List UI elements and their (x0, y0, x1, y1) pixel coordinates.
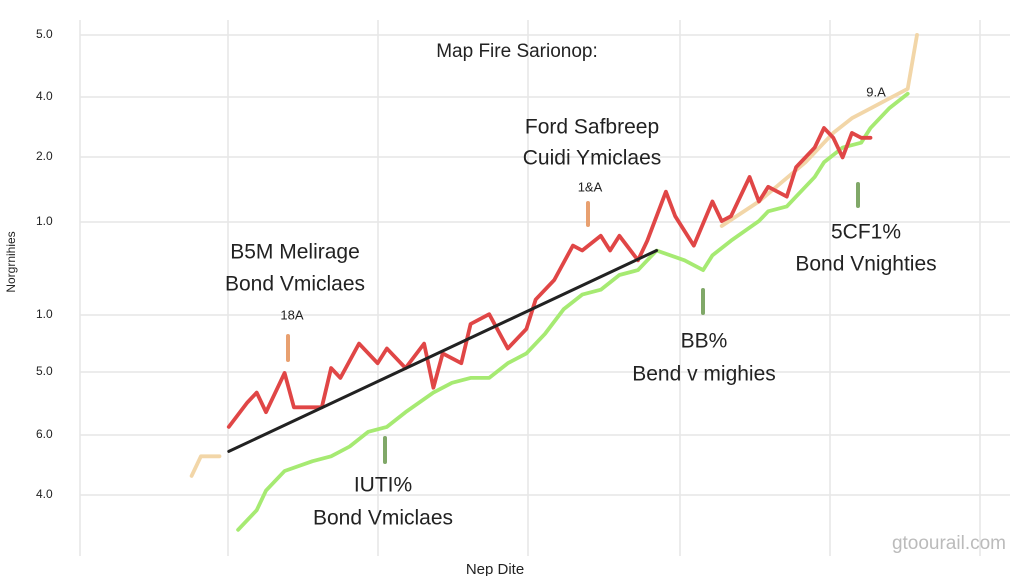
annotation: Ford Safbreep (525, 116, 659, 139)
annotation: Bond Vnighties (795, 253, 936, 276)
annotation: IUTI% (354, 474, 412, 497)
y-tick-label: 1.0 (36, 307, 53, 321)
chart-title: Map Fire Sarionop: (436, 41, 598, 62)
y-tick-label: 5.0 (36, 27, 53, 41)
annotation: B5M Melirage (230, 241, 360, 264)
annotation: 9.A (866, 84, 886, 99)
annotation: Bend v mighies (632, 363, 776, 386)
annotation: Bond Vmiclaes (313, 507, 453, 530)
annotation: BB% (681, 330, 728, 353)
y-tick-label: 4.0 (36, 89, 53, 103)
y-axis-label: Norgrnihies (4, 231, 18, 292)
series-line (226, 126, 873, 429)
plot-area (189, 33, 919, 532)
series-line (227, 249, 659, 453)
grid: 5.0 4.0 2.0 1.0 1.0 5.0 6.0 4.0 (36, 20, 1010, 556)
annotation: 5CF1% (831, 221, 901, 244)
y-tick-label: 6.0 (36, 427, 53, 441)
annotation: 1&A (578, 179, 603, 194)
series-line (236, 91, 910, 532)
annotation: Bond Vmiclaes (225, 273, 365, 296)
annotation: Cuidi Ymiclaes (523, 147, 662, 170)
y-tick-label: 5.0 (36, 364, 53, 378)
watermark: gtoourail.com (892, 533, 1006, 554)
annotation: 18A (280, 307, 303, 322)
y-tick-label: 2.0 (36, 149, 53, 163)
x-axis-label: Nep Dite (466, 561, 524, 576)
y-tick-label: 4.0 (36, 487, 53, 501)
y-tick-label: 1.0 (36, 214, 53, 228)
